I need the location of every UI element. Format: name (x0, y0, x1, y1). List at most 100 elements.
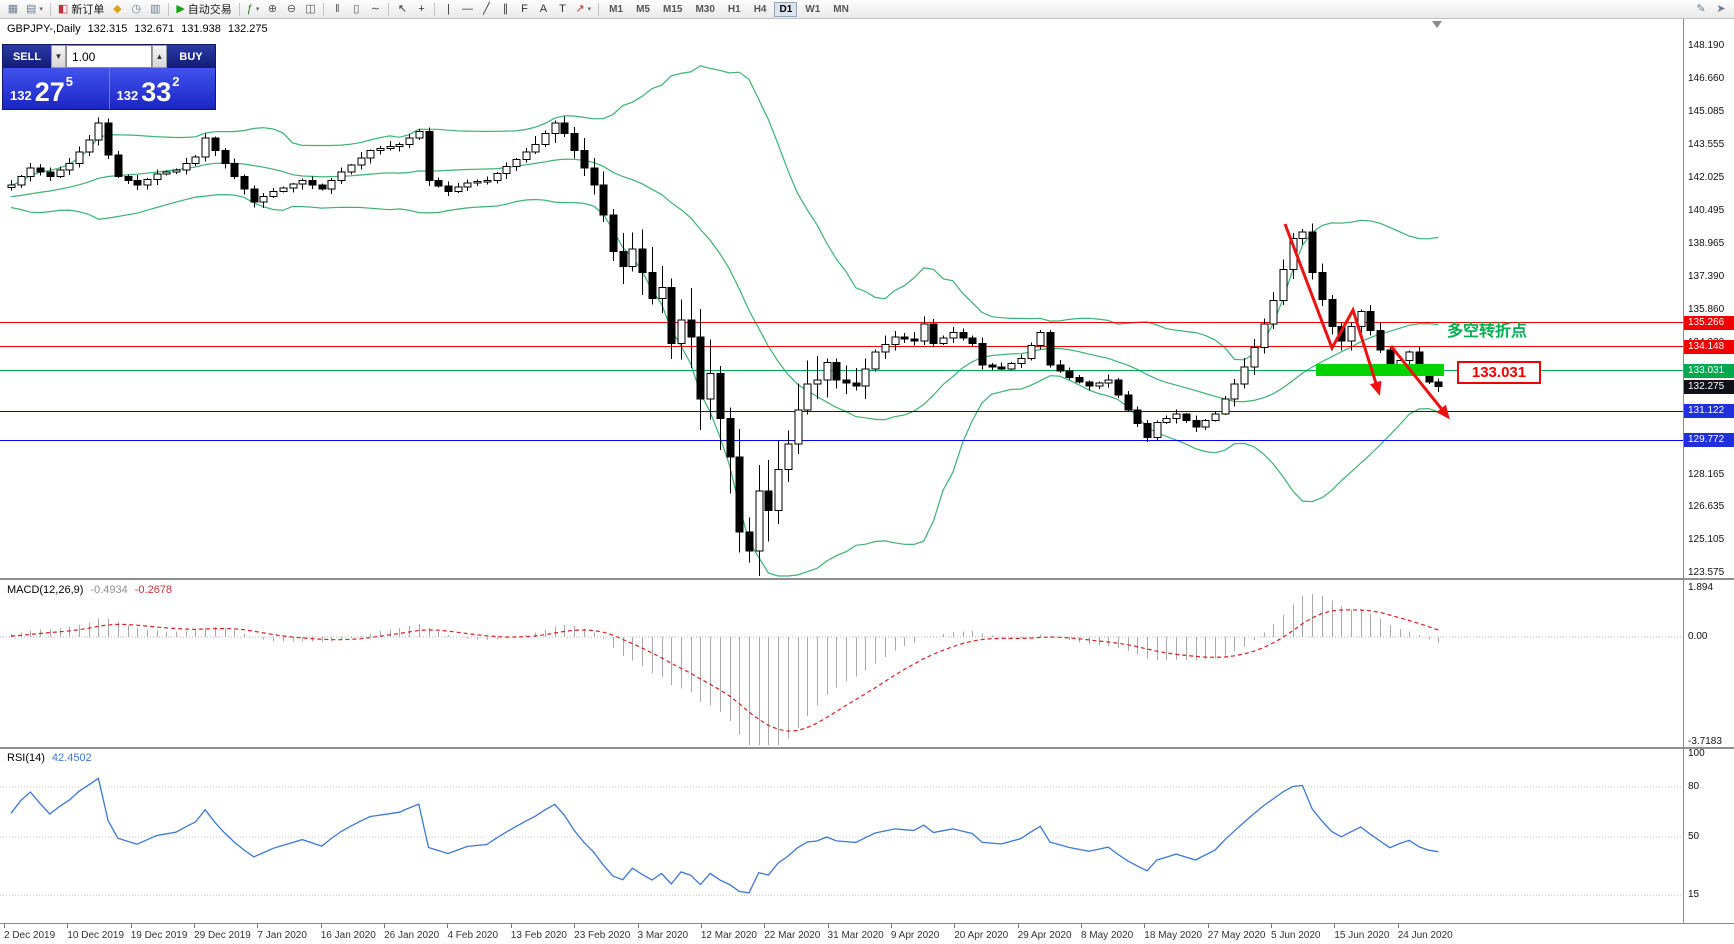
metaeditor-button[interactable]: ◆ (108, 1, 126, 18)
date-label: 16 Jan 2020 (320, 930, 376, 941)
date-label: 7 Jan 2020 (257, 930, 307, 941)
time-axis[interactable]: 2 Dec 2019 10 Dec 2019 19 Dec 2019 29 Dec 2… (0, 923, 1734, 944)
date-tick (4, 924, 5, 928)
toolbar: ▦ ▤ ▾ ◧ 新订单 ◆ ◷ ▥ ▶ 自动交易 ƒ ▾ ⊕ ⊖ ◫ ‖ ▯ ∼ ↖ + | — ╱ ∥ F A T ↗ ▾ M1 M5 M1… (0, 0, 1734, 19)
zoom-in-button[interactable]: ⊕ (263, 1, 281, 18)
zoom-out-button[interactable]: ⊖ (282, 1, 300, 18)
autotrading-button[interactable]: ▶ 自动交易 (173, 1, 234, 18)
profiles-button[interactable]: ▤ ▾ (23, 1, 46, 18)
macd-axis-label: 0.00 (1688, 631, 1708, 642)
price-marker: 132.275 (1684, 379, 1734, 394)
date-label: 8 May 2020 (1080, 930, 1134, 941)
date-label: 12 Mar 2020 (700, 930, 757, 941)
timeframe-m5-button[interactable]: M5 (636, 3, 650, 15)
price-marker: 133.031 (1684, 363, 1734, 378)
text-label-button[interactable]: T (553, 1, 571, 18)
buy-price-main: 132 (116, 88, 139, 103)
rsi-axis-label: 80 (1688, 780, 1700, 792)
macd-axis-label: 1.894 (1688, 582, 1714, 593)
timeframe-m1-button[interactable]: M1 (609, 3, 624, 15)
sell-price-point: 5 (65, 74, 73, 89)
text-button[interactable]: A (534, 1, 552, 18)
date-tick (1271, 924, 1272, 928)
rsi-label: RSI(14) 42.4502 (7, 752, 92, 764)
terminal-button[interactable]: ▥ (146, 1, 164, 18)
date-label: 19 Dec 2019 (130, 930, 188, 941)
horizontal-line-button[interactable]: — (458, 1, 476, 18)
price-tick-label: 126.635 (1688, 501, 1725, 513)
zoom-in-icon: ⊕ (267, 2, 278, 15)
price-tick-label: 148.190 (1688, 40, 1725, 51)
buy-price[interactable]: 132 33 2 (108, 68, 216, 109)
sell-button[interactable]: SELL (3, 45, 51, 68)
chart-ohlc-header: GBPJPY-,Daily 132.315 132.671 131.938 13… (7, 23, 268, 35)
sell-price[interactable]: 132 27 5 (3, 68, 109, 109)
date-tick (67, 924, 69, 928)
date-tick (257, 924, 259, 928)
date-tick (510, 924, 512, 928)
price-tick-label: 145.085 (1688, 106, 1725, 118)
date-label: 24 Jun 2020 (1397, 930, 1453, 941)
date-label: 23 Feb 2020 (574, 930, 631, 941)
new-chart-button[interactable]: ▦ (4, 1, 22, 18)
fibonacci-button[interactable]: F (515, 1, 533, 18)
price-tick-label: 142.025 (1688, 171, 1725, 183)
crosshair-button[interactable]: + (412, 1, 430, 18)
pane-separator[interactable] (0, 578, 1734, 580)
tile-windows-button[interactable]: ◫ (301, 1, 319, 18)
timeframe-d1-button[interactable]: D1 (774, 1, 798, 17)
price-tick-label: 135.860 (1688, 303, 1725, 315)
date-label: 29 Apr 2020 (1017, 930, 1072, 941)
date-tick (194, 924, 196, 928)
community-button[interactable]: ➤ (1712, 1, 1730, 18)
price-tick-label: 128.165 (1688, 468, 1725, 480)
new-order-button[interactable]: ◧ 新订单 (55, 1, 107, 18)
indicators-button[interactable]: ƒ ▾ (244, 1, 263, 18)
timeframe-m15-button[interactable]: M15 (662, 3, 683, 15)
history-center-button[interactable]: ◷ (127, 1, 145, 18)
caret-down-icon: ▼ (54, 52, 63, 61)
vertical-line-button[interactable]: | (439, 1, 457, 18)
price-marker: 131.122 (1684, 404, 1734, 419)
date-label: 5 Jun 2020 (1271, 930, 1321, 941)
candlestick-chart-button[interactable]: ▯ (347, 1, 365, 18)
toolbar-separator (388, 2, 390, 16)
volume-increase-button[interactable]: ▲ (152, 45, 167, 68)
date-label: 15 Jun 2020 (1334, 930, 1390, 941)
channel-button[interactable]: ∥ (496, 1, 514, 18)
buy-button[interactable]: BUY (167, 45, 215, 68)
timeframe-m30-button[interactable]: M30 (695, 3, 715, 15)
rsi-axis-label: 50 (1688, 830, 1700, 842)
line-chart-button[interactable]: ∼ (366, 1, 384, 18)
horizontal-line-icon: — (461, 2, 473, 15)
trendline-button[interactable]: ╱ (477, 1, 495, 18)
timeframe-h4-button[interactable]: H4 (753, 3, 767, 15)
arrows-button[interactable]: ↗ ▾ (572, 1, 594, 18)
terminal-icon: ▥ (150, 2, 161, 15)
timeframe-mn-button[interactable]: MN (833, 3, 849, 15)
volume-input[interactable] (66, 45, 152, 68)
cursor-icon: ↖ (397, 2, 408, 15)
price-axis[interactable]: 148.190 146.660 145.085 143.555 142.025 140.4… (1683, 19, 1734, 923)
pane-separator[interactable] (0, 747, 1734, 749)
edit-button[interactable]: ✎ (1692, 1, 1710, 18)
macd-signal-value: -0.2678 (134, 584, 173, 596)
timeframe-h1-button[interactable]: H1 (727, 3, 741, 15)
timeframe-w1-button[interactable]: W1 (805, 3, 821, 15)
date-tick (1334, 924, 1336, 928)
trade-panel-prices: 132 27 5 132 33 2 (3, 68, 215, 109)
cursor-button[interactable]: ↖ (393, 1, 411, 18)
date-label: 3 Mar 2020 (637, 930, 689, 941)
new-order-button-label: 新订单 (71, 4, 105, 16)
profiles-icon: ▤ (26, 2, 37, 15)
rsi-axis-label: 100 (1688, 747, 1705, 759)
volume-decrease-button[interactable]: ▼ (51, 45, 66, 68)
date-tick (1144, 924, 1146, 928)
bar-chart-button[interactable]: ‖ (328, 1, 346, 18)
buy-price-point: 2 (172, 74, 180, 89)
date-label: 31 Mar 2020 (827, 930, 884, 941)
price-tick-label: 140.495 (1688, 204, 1725, 216)
